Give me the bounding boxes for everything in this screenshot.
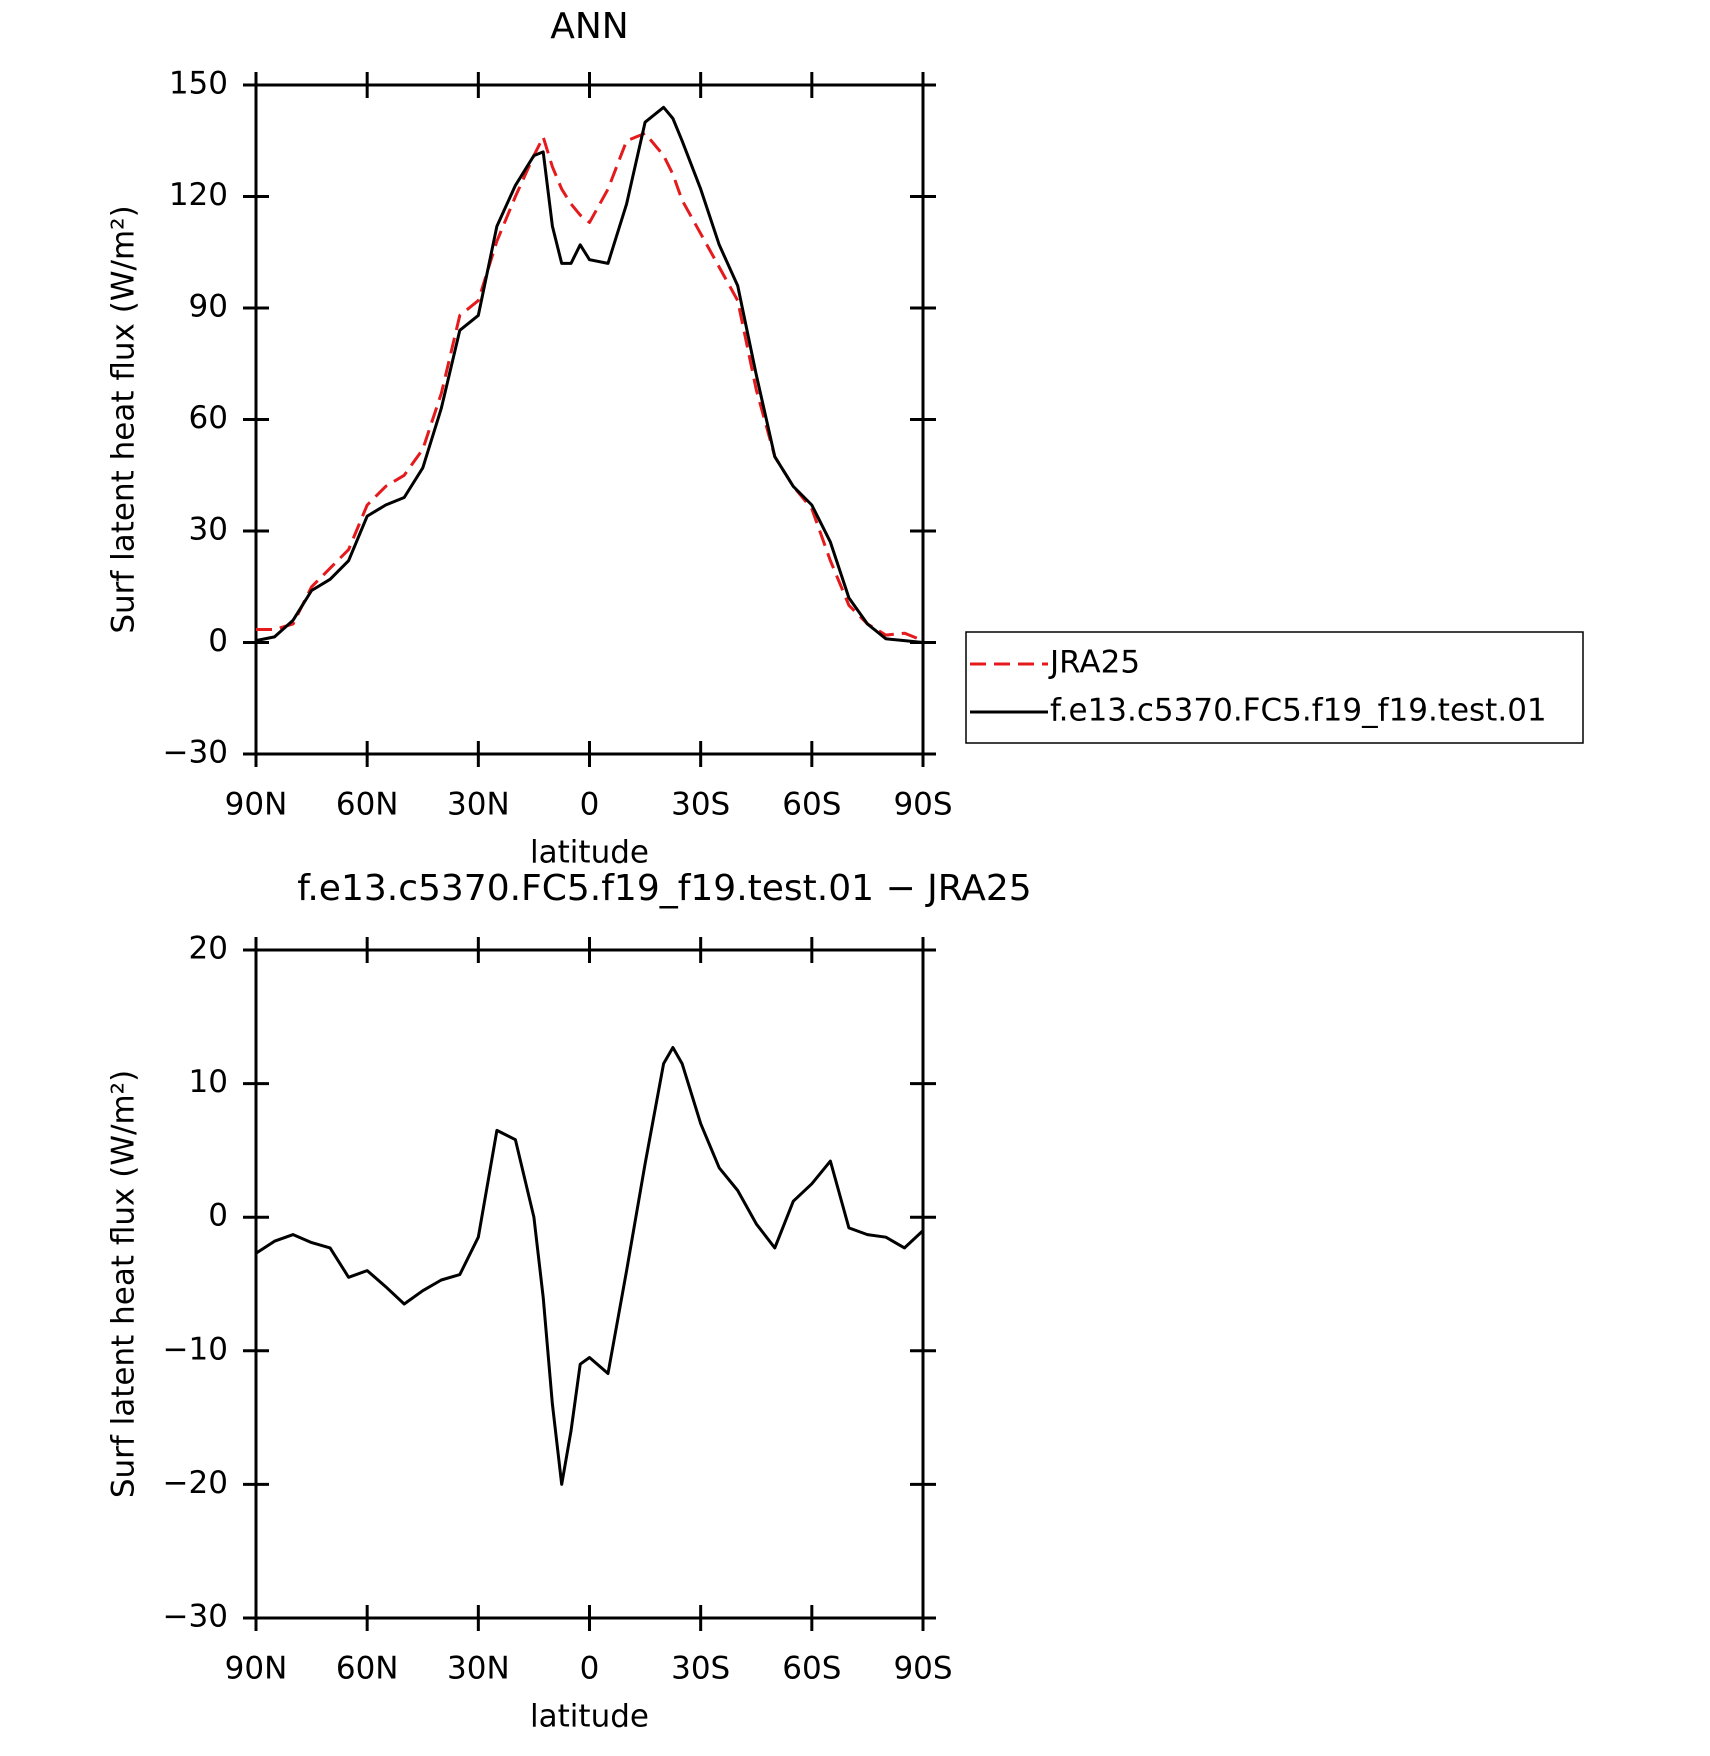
x-tick-label: 90N [225, 1651, 288, 1687]
x-tick-label: 0 [580, 787, 600, 823]
y-tick-label: −10 [163, 1331, 228, 1367]
y-tick-label: 30 [189, 512, 228, 548]
y-tick-label: 120 [169, 177, 228, 213]
x-tick-label: 30S [671, 1651, 730, 1687]
x-tick-label: 30N [447, 787, 510, 823]
y-axis-label: Surf latent heat flux (W/m²) [106, 1070, 142, 1498]
x-tick-label: 90S [893, 1651, 952, 1687]
y-tick-label: 0 [208, 1198, 228, 1234]
x-axis-label: latitude [530, 1699, 649, 1735]
plot-frame [254, 948, 925, 1620]
y-tick-label: 10 [189, 1064, 228, 1100]
chart-title: f.e13.c5370.FC5.f19_f19.test.01 − JRA25 [297, 868, 1031, 909]
y-tick-label: 90 [189, 289, 228, 325]
y-tick-label: −30 [163, 735, 228, 771]
y-tick-label: 0 [208, 623, 228, 659]
x-tick-label: 60S [782, 787, 841, 823]
y-tick-label: −20 [163, 1465, 228, 1501]
x-tick-label: 90N [225, 787, 288, 823]
x-tick-label: 60N [336, 787, 399, 823]
data-line [256, 131, 924, 642]
x-tick-label: 60S [782, 1651, 841, 1687]
plot-frame [254, 83, 925, 756]
y-axis-label: Surf latent heat flux (W/m²) [106, 205, 142, 633]
y-tick-label: −30 [163, 1599, 228, 1635]
legend-box [965, 631, 1584, 744]
y-tick-label: 60 [189, 400, 228, 436]
chart-title: ANN [550, 6, 629, 47]
legend-label: f.e13.c5370.FC5.f19_f19.test.01 [1050, 693, 1547, 729]
x-tick-label: 90S [893, 787, 952, 823]
x-tick-label: 30S [671, 787, 730, 823]
x-tick-label: 0 [580, 1651, 600, 1687]
x-axis-label: latitude [530, 835, 649, 871]
data-line [255, 105, 924, 644]
x-tick-label: 30N [447, 1651, 510, 1687]
y-tick-label: 20 [189, 931, 228, 967]
y-tick-label: 150 [169, 66, 228, 102]
legend-label: JRA25 [1048, 645, 1140, 681]
data-line [255, 1046, 925, 1486]
x-tick-label: 60N [336, 1651, 399, 1687]
